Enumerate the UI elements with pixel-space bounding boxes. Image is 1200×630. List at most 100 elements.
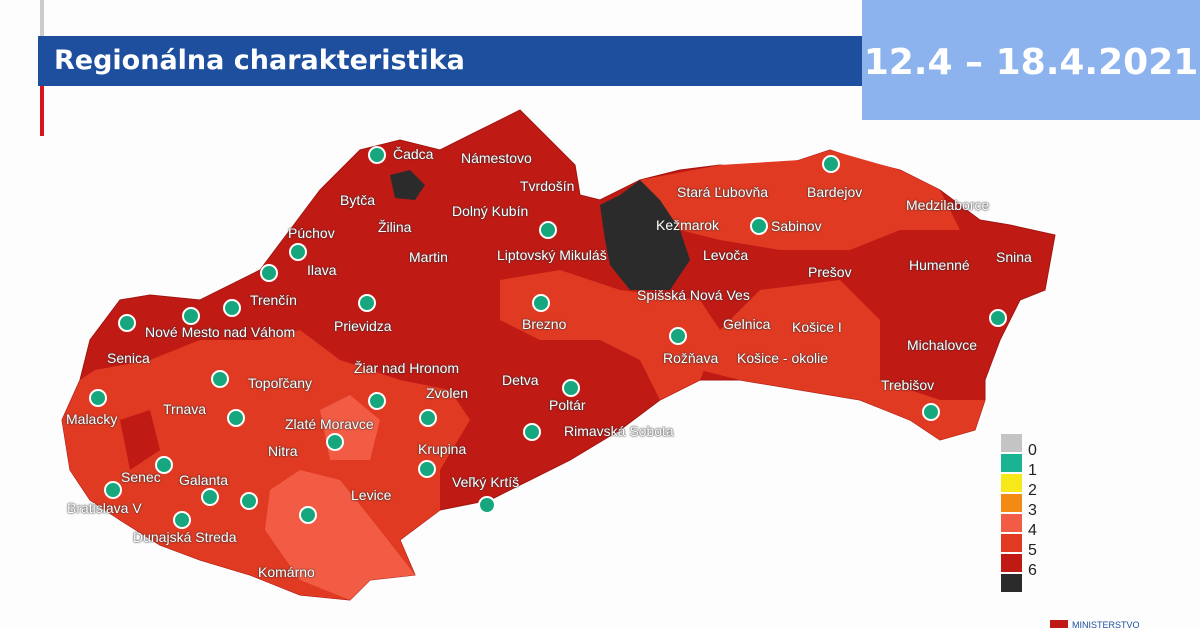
- label-zilina: Žilina: [378, 219, 412, 235]
- label-levice: Levice: [351, 487, 392, 503]
- accent-line-grey: [40, 0, 44, 36]
- label-dolny-kubin: Dolný Kubín: [452, 203, 529, 219]
- district-dot: [989, 309, 1007, 327]
- label-rimavska-sobota: Rimavská Sobota: [564, 423, 674, 439]
- label-malacky: Malacky: [66, 411, 118, 427]
- legend-item: 3: [1001, 493, 1037, 519]
- region-level-4-komarno: [265, 470, 415, 600]
- legend-item: 1: [1001, 453, 1037, 479]
- label-levoca: Levoča: [703, 247, 749, 263]
- label-ilava: Ilava: [307, 262, 337, 278]
- label-gelnica: Gelnica: [723, 316, 771, 332]
- region-level-5-central: [500, 270, 720, 400]
- label-liptovsky-mikulas: Liptovský Mikuláš: [497, 247, 607, 263]
- logo-text: MINISTERSTVO: [1072, 620, 1140, 630]
- district-dot: [211, 370, 229, 388]
- district-dot: [368, 146, 386, 164]
- label-poltar: Poltár: [549, 397, 586, 413]
- district-dot: [227, 409, 245, 427]
- legend-label: 2: [1028, 482, 1037, 499]
- district-dot: [201, 488, 219, 506]
- page-title: Regionálna charakteristika: [38, 36, 868, 86]
- district-dot: [223, 299, 241, 317]
- region-level-6-south: [120, 410, 160, 470]
- ministry-logo: MINISTERSTVO: [1050, 620, 1140, 630]
- district-dot: [118, 314, 136, 332]
- district-dot: [104, 481, 122, 499]
- region-level-5-east: [640, 150, 960, 250]
- district-dot: [368, 392, 386, 410]
- district-dot: [669, 327, 687, 345]
- label-velky-krtis: Veľký Krtíš: [452, 474, 520, 490]
- legend-item: 2: [1001, 473, 1037, 499]
- legend-item: 4: [1001, 513, 1037, 539]
- district-dot: [182, 307, 200, 325]
- label-presov: Prešov: [808, 264, 852, 280]
- legend-swatch: [1001, 554, 1022, 572]
- legend-item: 0: [1001, 433, 1037, 459]
- district-dot: [289, 243, 307, 261]
- legend-item: 6: [1001, 553, 1037, 579]
- district-dot: [358, 294, 376, 312]
- label-detva: Detva: [502, 372, 539, 388]
- district-dot: [532, 294, 550, 312]
- legend-swatch: [1001, 574, 1022, 592]
- label-puchov: Púchov: [288, 225, 335, 241]
- legend-label: 5: [1028, 542, 1037, 559]
- legend-swatch: [1001, 534, 1022, 552]
- district-dot: [418, 460, 436, 478]
- label-bardejov: Bardejov: [807, 184, 863, 200]
- district-dot: [539, 221, 557, 239]
- legend-label: 0: [1028, 442, 1037, 459]
- label-tvrdosin: Tvrdošín: [520, 178, 575, 194]
- legend-label: 1: [1028, 462, 1037, 479]
- legend: 0 1 2 3 4 5 6: [1001, 433, 1037, 593]
- label-nitra: Nitra: [268, 443, 298, 459]
- legend-label: 3: [1028, 502, 1037, 519]
- district-dot: [478, 496, 496, 514]
- district-dot: [260, 264, 278, 282]
- label-zlate-moravce: Zlaté Moravce: [285, 416, 374, 432]
- legend-swatch: [1001, 514, 1022, 532]
- district-dot: [155, 456, 173, 474]
- label-stara-lubovna: Stará Ľubovňa: [677, 184, 769, 200]
- label-snina: Snina: [996, 249, 1032, 265]
- label-kosice-i: Košice I: [792, 319, 842, 335]
- district-dots: [89, 146, 1007, 529]
- label-bratislava-v: Bratislava V: [67, 500, 142, 516]
- label-medzilaborce: Medzilaborce: [906, 197, 990, 213]
- label-senec: Senec: [121, 469, 161, 485]
- label-prievidza: Prievidza: [334, 318, 392, 334]
- accent-line-red: [40, 86, 44, 136]
- label-spisska-nova-ves: Spišská Nová Ves: [637, 287, 750, 303]
- date-range: 12.4 – 18.4.2021: [862, 0, 1200, 120]
- label-kezmarok: Kežmarok: [656, 217, 720, 233]
- label-topolcany: Topoľčany: [248, 375, 313, 391]
- label-nove-mesto: Nové Mesto nad Váhom: [145, 324, 296, 340]
- label-brezno: Brezno: [522, 316, 567, 332]
- legend-label: 4: [1028, 522, 1037, 539]
- legend-item: [1001, 573, 1037, 593]
- district-dot: [750, 217, 768, 235]
- district-dot: [173, 511, 191, 529]
- district-dot: [326, 433, 344, 451]
- district-dot: [523, 423, 541, 441]
- legend-swatch: [1001, 454, 1022, 472]
- region-black-poprad: [600, 180, 690, 290]
- label-michalovce: Michalovce: [907, 337, 978, 353]
- region-black-cadca: [390, 170, 425, 200]
- label-senica: Senica: [107, 350, 150, 366]
- label-zvolen: Zvolen: [426, 385, 469, 401]
- label-komarno: Komárno: [258, 564, 315, 580]
- region-level-5-southeast: [700, 280, 985, 440]
- legend-swatch: [1001, 434, 1022, 452]
- label-roznava: Rožňava: [663, 350, 719, 366]
- district-dot: [419, 409, 437, 427]
- legend-swatch: [1001, 494, 1022, 512]
- label-kosice-okolie: Košice - okolie: [737, 350, 829, 366]
- district-dot: [562, 379, 580, 397]
- district-dot: [240, 492, 258, 510]
- label-humenne: Humenné: [909, 257, 970, 273]
- legend-item: 5: [1001, 533, 1037, 559]
